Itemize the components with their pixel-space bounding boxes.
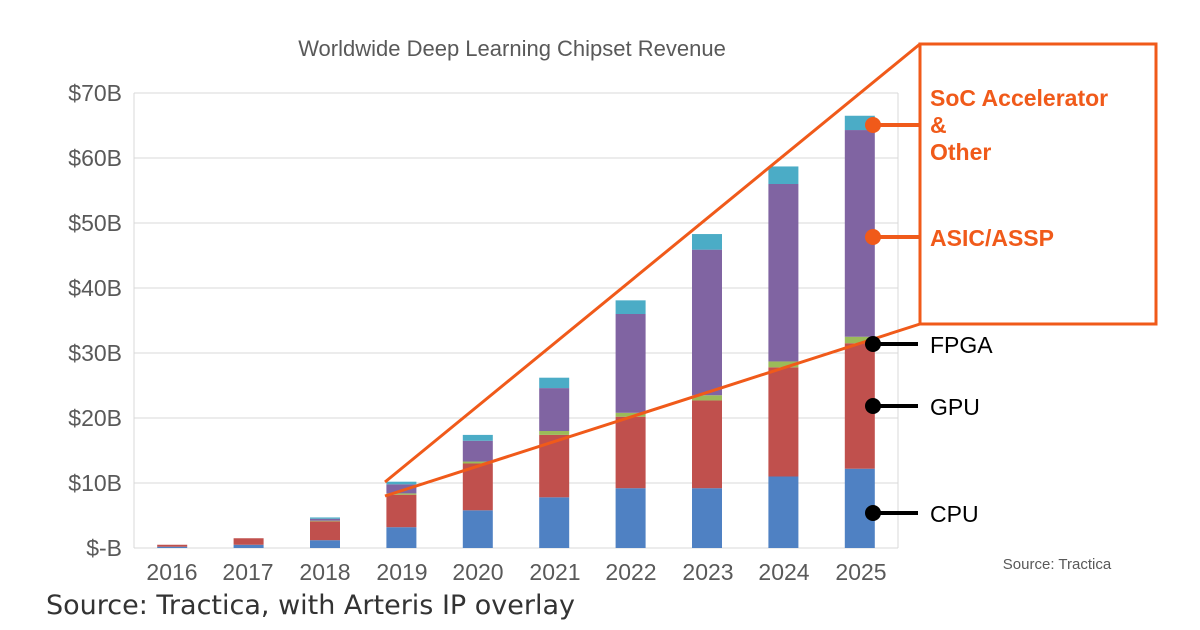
y-tick-label: $50B <box>68 210 122 236</box>
bar-segment <box>310 518 340 521</box>
label-ampersand: & <box>930 112 947 138</box>
bar-segment <box>844 336 875 344</box>
bar-segment <box>615 314 646 413</box>
bar-segment <box>310 540 340 548</box>
label-other: Other <box>930 139 991 165</box>
x-tick-label: 2025 <box>835 559 886 585</box>
bar-segment <box>386 484 417 494</box>
bar-segment <box>386 493 417 495</box>
bar-segment <box>615 300 646 314</box>
soc-pointer-dot <box>865 117 881 133</box>
bar-segment <box>615 412 646 417</box>
bar-segment <box>768 166 799 184</box>
source-note: Source: Tractica <box>1003 556 1112 573</box>
bar-segment <box>615 488 646 548</box>
overlay-wedge <box>384 42 921 498</box>
black-callouts: FPGA GPU CPU <box>865 332 993 527</box>
bar-segment <box>157 546 188 548</box>
x-tick-label: 2020 <box>452 559 503 585</box>
x-axis: 2016 2017 2018 2019 2020 2021 2022 2023 … <box>146 559 886 585</box>
x-tick-label: 2023 <box>682 559 733 585</box>
label-asic-assp: ASIC/ASSP <box>930 225 1054 251</box>
bar-segment <box>233 538 264 545</box>
x-tick-label: 2017 <box>222 559 273 585</box>
bar-segment <box>310 520 340 522</box>
bar-segment <box>692 249 722 396</box>
bar-segment <box>462 510 493 548</box>
chart-title: Worldwide Deep Learning Chipset Revenue <box>298 36 726 61</box>
y-tick-label: $-B <box>86 535 122 561</box>
bar-segment <box>462 463 493 511</box>
y-tick-label: $20B <box>68 405 122 431</box>
bar-segment <box>386 494 417 528</box>
bar-segment <box>539 497 570 548</box>
gridlines <box>133 92 899 549</box>
bar-segment <box>768 184 799 362</box>
bar-segment <box>539 388 570 431</box>
bar-segment <box>692 234 722 250</box>
bar-segment <box>386 481 417 485</box>
bar-segment <box>692 488 722 548</box>
y-tick-label: $40B <box>68 275 122 301</box>
x-tick-label: 2022 <box>605 559 656 585</box>
x-tick-label: 2018 <box>299 559 350 585</box>
overlay-callout-box <box>918 42 1158 326</box>
bar-segment <box>310 521 340 541</box>
x-tick-label: 2019 <box>376 559 427 585</box>
x-tick-label: 2024 <box>758 559 809 585</box>
bar-segment <box>615 416 646 489</box>
asic-pointer-dot <box>865 229 881 245</box>
label-gpu: GPU <box>930 394 980 420</box>
label-soc-accelerator: SoC Accelerator <box>930 85 1108 111</box>
y-tick-label: $30B <box>68 340 122 366</box>
y-tick-label: $10B <box>68 470 122 496</box>
bar-segment <box>692 400 722 489</box>
bar-segment <box>157 544 188 547</box>
y-tick-label: $60B <box>68 145 122 171</box>
bar-segment <box>768 367 799 477</box>
bar-segment <box>539 377 570 389</box>
bar-segment <box>462 461 493 464</box>
gpu-pointer-dot <box>865 398 881 414</box>
overlay: SoC Accelerator & Other ASIC/ASSP <box>384 42 1158 498</box>
bar-segment <box>692 395 722 401</box>
label-fpga: FPGA <box>930 332 993 358</box>
y-tick-label: $70B <box>68 80 122 106</box>
bar-segment <box>768 361 799 368</box>
bar-segment <box>768 476 799 548</box>
bar-segment <box>539 431 570 435</box>
bar-segment <box>462 440 493 462</box>
bar-segment <box>310 517 340 519</box>
cpu-pointer-dot <box>865 505 881 521</box>
x-tick-label: 2016 <box>146 559 197 585</box>
label-cpu: CPU <box>930 501 979 527</box>
bar-segment <box>386 527 417 548</box>
fpga-pointer-dot <box>865 336 881 352</box>
x-tick-label: 2021 <box>529 559 580 585</box>
bars <box>157 115 875 548</box>
figure-caption: Source: Tractica, with Arteris IP overla… <box>46 590 576 621</box>
bar-segment <box>462 434 493 441</box>
y-axis: $70B $60B $50B $40B $30B $20B $10B $-B <box>68 80 122 561</box>
bar-segment <box>233 544 264 548</box>
